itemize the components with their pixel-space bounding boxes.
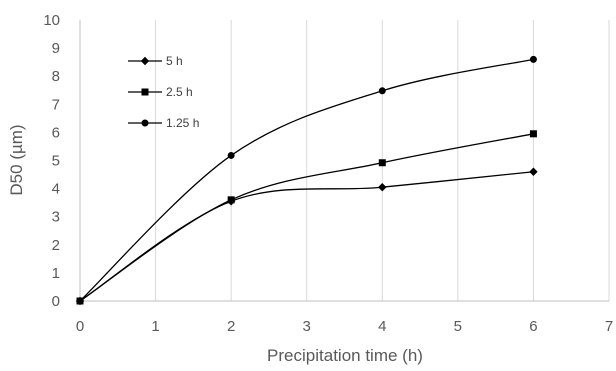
series-group: [75, 55, 538, 306]
y-tick-label: 5: [52, 153, 60, 170]
legend: 5 h 2.5 h 1.25 h: [128, 54, 199, 130]
legend-label: 5 h: [166, 54, 183, 68]
legend-marker: [141, 119, 149, 127]
data-point-diamond: [529, 167, 538, 176]
y-axis-title: D50 (µm): [7, 124, 26, 195]
y-tick-label: 9: [52, 40, 60, 57]
legend-entry: 2.5 h: [128, 85, 193, 99]
data-point-diamond: [378, 182, 387, 192]
legend-marker: [141, 88, 149, 96]
legend-label: 2.5 h: [166, 85, 193, 99]
y-tick-label: 7: [52, 96, 60, 113]
data-point-square: [227, 196, 235, 204]
x-tick-label: 3: [303, 318, 311, 335]
legend-entry: 5 h: [128, 54, 183, 68]
x-tick-label: 6: [529, 318, 537, 335]
y-tick-label: 2: [52, 237, 60, 254]
x-tick-label: 1: [151, 318, 159, 335]
data-point-circle: [227, 151, 235, 159]
grid: [155, 20, 610, 301]
y-tick-labels: 0 1 2 3 4 5 6 7 8 9 10: [43, 12, 60, 310]
data-point-circle: [378, 87, 386, 95]
y-tick-label: 3: [52, 209, 60, 226]
y-tick-label: 4: [52, 181, 60, 198]
x-tick-label: 7: [605, 318, 613, 335]
data-point-circle: [76, 297, 84, 305]
series-line: [79, 133, 534, 302]
x-tick-label: 4: [378, 318, 386, 335]
axes: [79, 20, 609, 302]
legend-label: 1.25 h: [166, 116, 199, 130]
y-tick-label: 1: [52, 265, 60, 282]
x-tick-labels: 0 1 2 3 4 5 6 7: [76, 318, 613, 335]
data-point-square: [378, 159, 386, 167]
x-tick-label: 0: [76, 318, 84, 335]
data-point-square: [529, 130, 537, 138]
y-tick-label: 6: [52, 124, 60, 141]
x-tick-label: 5: [454, 318, 462, 335]
y-tick-label: 10: [43, 12, 60, 29]
x-tick-label: 2: [227, 318, 235, 335]
x-axis-title: Precipitation time (h): [267, 346, 423, 365]
series-1-25-h: [76, 55, 537, 305]
series-line: [79, 58, 534, 302]
legend-entry: 1.25 h: [128, 116, 199, 130]
data-point-circle: [529, 55, 537, 63]
y-tick-label: 0: [52, 293, 60, 310]
y-tick-label: 8: [52, 68, 60, 85]
legend-marker: [140, 56, 150, 66]
